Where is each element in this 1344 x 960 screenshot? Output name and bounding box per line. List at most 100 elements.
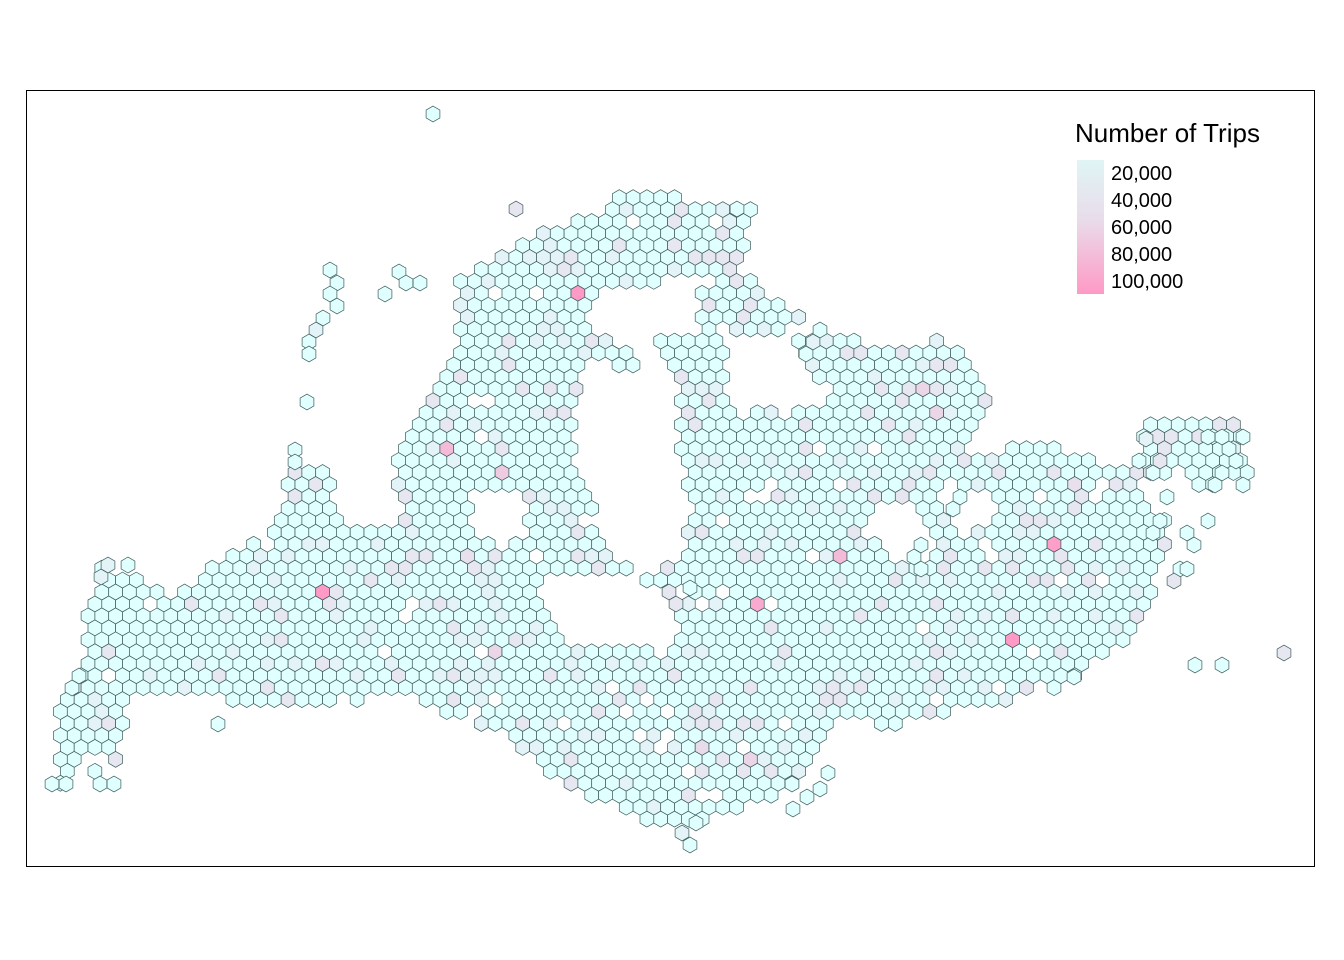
hex-cell xyxy=(799,788,815,806)
hex-cell xyxy=(1138,430,1154,448)
hex-cell xyxy=(653,810,668,828)
hex-cell xyxy=(1179,560,1195,578)
hex-cell xyxy=(377,285,393,303)
hex-cell xyxy=(549,559,565,577)
hex-cell xyxy=(791,308,806,326)
hex-cell xyxy=(913,560,929,578)
hex-cell xyxy=(591,559,606,577)
hex-cell xyxy=(584,786,599,804)
legend-label-80000: 80,000 xyxy=(1111,244,1173,266)
legend: Number of Trips 20,000 40,000 60,000 80,… xyxy=(1075,118,1260,294)
hex-cell xyxy=(1187,656,1203,674)
hex-cell xyxy=(568,380,584,398)
hex-cell xyxy=(412,274,428,292)
hex-cell xyxy=(1019,679,1034,697)
hex-cell xyxy=(287,453,303,471)
hex-cell xyxy=(984,691,1000,708)
legend-label-100000: 100,000 xyxy=(1111,271,1184,293)
hex-cell xyxy=(750,786,765,804)
hex-cell xyxy=(701,774,717,792)
hex-cell xyxy=(970,691,986,708)
hex-cell xyxy=(418,691,434,708)
hex-cell xyxy=(474,715,489,732)
hex-cell xyxy=(563,559,579,577)
hex-cell xyxy=(108,750,123,768)
hex-cell xyxy=(100,556,116,574)
hex-cell xyxy=(135,679,151,697)
hex-cell xyxy=(44,775,60,793)
hex-cell xyxy=(322,261,338,279)
hex-cell xyxy=(474,476,489,493)
hex-cell xyxy=(750,476,765,493)
hex-cell xyxy=(881,488,896,505)
hex-cell xyxy=(453,703,468,720)
hex-cell xyxy=(820,764,836,782)
hex-cell xyxy=(308,691,323,708)
hex-cell xyxy=(425,105,441,123)
hex-cell xyxy=(1228,452,1244,470)
hex-cell xyxy=(92,775,108,793)
hex-cell xyxy=(1066,668,1082,686)
hex-cell xyxy=(784,775,800,793)
hex-cell xyxy=(729,320,744,338)
hex-cell xyxy=(1131,452,1147,470)
hex-cell xyxy=(584,500,599,517)
hex-cell xyxy=(618,559,634,577)
hex-cell xyxy=(667,260,682,278)
hex-cell xyxy=(632,272,648,290)
hex-cell xyxy=(682,836,698,854)
hex-cell xyxy=(322,691,337,708)
hex-cell xyxy=(487,715,503,732)
hex-cell xyxy=(280,691,296,708)
hex-cell xyxy=(785,800,801,818)
hex-cell xyxy=(439,703,455,720)
hex-cell xyxy=(501,476,517,493)
legend-title: Number of Trips xyxy=(1075,118,1260,148)
hex-cell xyxy=(770,320,786,338)
hex-cell xyxy=(611,356,627,374)
hex-cell xyxy=(874,715,889,732)
hex-cell xyxy=(1200,428,1216,446)
hex-cell xyxy=(508,200,524,218)
hex-cell xyxy=(1207,476,1223,494)
hex-cell xyxy=(149,679,165,697)
hex-cell xyxy=(58,775,74,793)
hex-cell xyxy=(729,798,744,816)
hex-cell xyxy=(204,679,220,697)
hex-cell xyxy=(688,814,704,832)
hex-cell xyxy=(682,579,698,597)
hex-cell xyxy=(267,691,282,708)
legend-label-20000: 20,000 xyxy=(1111,163,1173,185)
hex-cell xyxy=(605,272,620,290)
hex-cell xyxy=(120,556,136,574)
hex-cell xyxy=(1159,488,1175,506)
hex-cell xyxy=(398,679,413,697)
hex-cell xyxy=(936,703,951,720)
hex-cell xyxy=(210,715,226,733)
hex-cell xyxy=(515,739,530,756)
hex-cell xyxy=(577,559,593,577)
hex-cell xyxy=(952,488,968,506)
hex-cell xyxy=(474,380,489,398)
hex-cell xyxy=(591,344,606,362)
map-frame xyxy=(26,90,1315,867)
hex-cell xyxy=(106,775,122,793)
hex-cell xyxy=(1095,643,1110,661)
hex-cell xyxy=(1179,524,1195,542)
hex-cell xyxy=(798,345,814,363)
hex-cell xyxy=(225,691,241,708)
hex-cell xyxy=(1276,644,1292,662)
hex-cell xyxy=(970,476,986,493)
hex-cell xyxy=(888,715,903,732)
hex-cell xyxy=(639,810,655,828)
hex-cell xyxy=(1235,476,1251,494)
hex-cell xyxy=(87,739,103,756)
hex-cell xyxy=(756,320,772,338)
hex-cell xyxy=(894,488,910,505)
hex-cell xyxy=(71,667,87,685)
hex-cell xyxy=(639,571,655,589)
hex-cell xyxy=(163,679,179,697)
hex-cell xyxy=(563,774,579,792)
hex-cell xyxy=(839,703,855,720)
hex-cell xyxy=(1200,512,1216,530)
